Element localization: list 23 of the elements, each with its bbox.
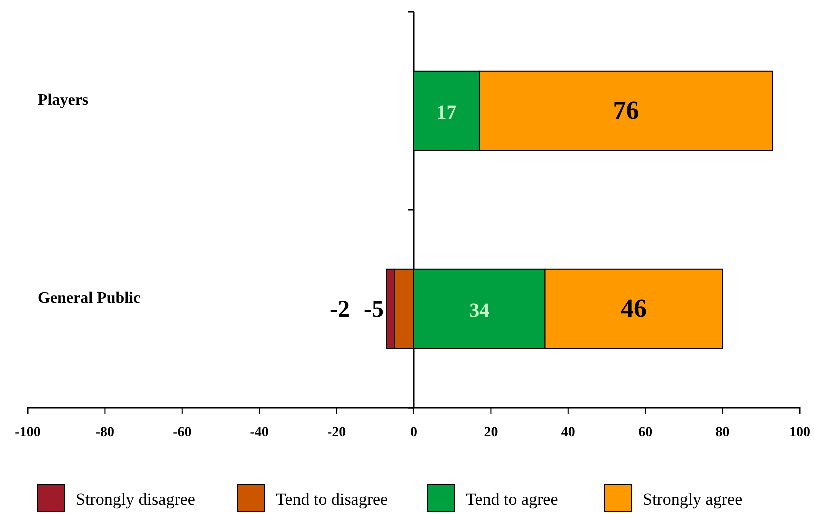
x-tick-label: 60: [638, 426, 653, 441]
x-tick-label: -60: [173, 426, 192, 441]
x-tick-label: -20: [327, 426, 346, 441]
data-label: 46: [621, 294, 648, 323]
x-tick-label: 100: [790, 426, 810, 441]
x-tick-label: 20: [484, 426, 498, 441]
data-label: -5: [364, 297, 384, 323]
legend-label: Tend to disagree: [276, 490, 388, 509]
y-tick-label: General Public: [38, 290, 141, 307]
x-tick-label: 0: [410, 426, 418, 441]
data-label: -2: [330, 297, 350, 323]
legend-label: Tend to agree: [466, 490, 558, 509]
legend-label: Strongly disagree: [76, 490, 196, 509]
data-label: 34: [470, 300, 490, 322]
x-tick-label: 40: [561, 426, 576, 441]
x-tick-label: -80: [96, 426, 115, 441]
x-tick-label: -100: [15, 426, 41, 441]
data-label: 76: [613, 96, 640, 125]
x-tick-label: 80: [716, 426, 730, 441]
y-tick-label: Players: [38, 92, 89, 109]
legend-label: Strongly agree: [643, 490, 743, 509]
x-tick-label: -40: [250, 426, 269, 441]
data-label: 17: [436, 102, 457, 124]
